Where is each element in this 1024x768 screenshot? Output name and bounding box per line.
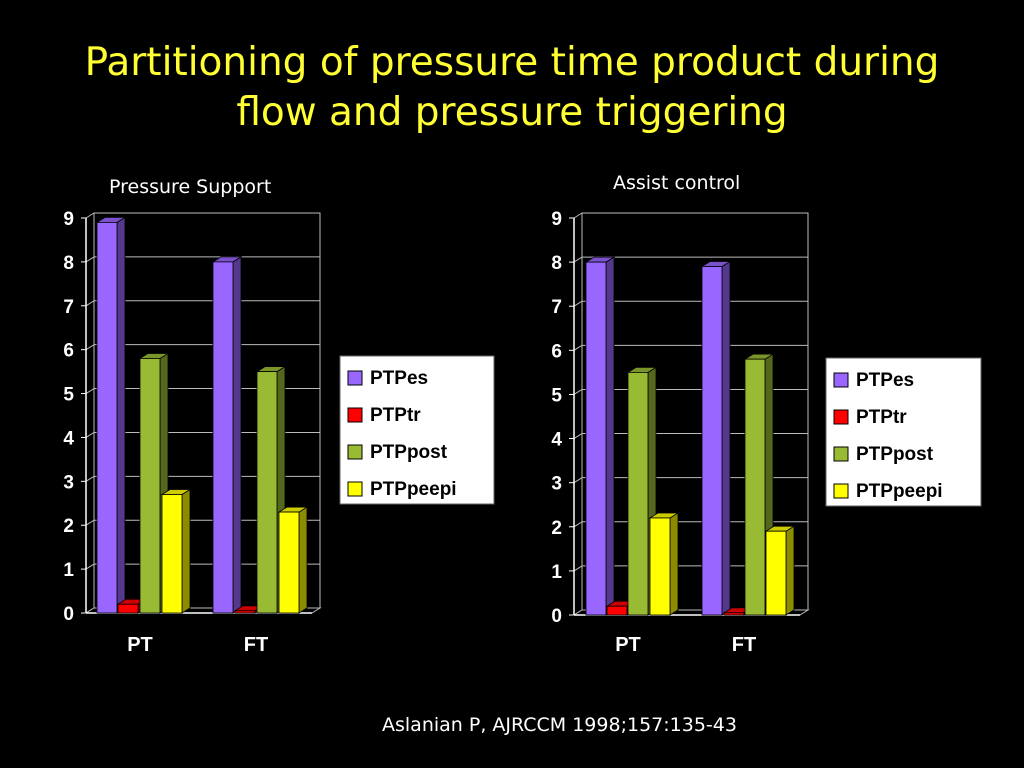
- legend: PTPes PTPtr PTPpost PTPpeepi: [825, 357, 982, 507]
- y-tick-label: 1: [63, 560, 74, 581]
- gridline-diag: [573, 389, 583, 395]
- gridline-diag: [573, 256, 583, 263]
- citation: Aslanian P, AJRCCM 1998;157:135-43: [382, 714, 737, 736]
- chart-1: 0 1 2 3 4 5 6 7 8 9 PT FT PTPes PTPtr PTPpost PTPpeepi: [551, 209, 982, 656]
- y-tick-label: 8: [63, 253, 74, 274]
- gridline-diag: [573, 521, 583, 528]
- legend-entry: PTPpeepi: [856, 481, 943, 502]
- bar-ptppeepi-pt: [160, 488, 192, 614]
- gridline-diag: [573, 344, 583, 351]
- legend-entry: PTPpost: [856, 444, 934, 465]
- bar-ptpes-pt: [95, 216, 127, 614]
- bar-ptpes-ft: [700, 260, 732, 616]
- y-tick-label: 4: [551, 430, 562, 451]
- y-tick-label: 6: [551, 341, 562, 362]
- y-tick-label: 7: [63, 297, 74, 318]
- gridline-diag: [573, 433, 583, 439]
- legend-entry: PTPpost: [370, 442, 448, 463]
- y-tick-label: 3: [63, 472, 74, 493]
- y-tick-label: 4: [63, 428, 74, 449]
- bar-ptpes-ft: [211, 256, 243, 614]
- gridline-diag: [85, 563, 95, 570]
- gridline-diag: [85, 256, 95, 263]
- chart-title-pressure-support: Pressure Support: [109, 176, 272, 198]
- chart-0: 0 1 2 3 4 5 6 7 8 9 PT FT PTPes PTPtr PTPpost PTPpeepi: [63, 209, 495, 656]
- legend: PTPes PTPtr PTPpost PTPpeepi: [339, 355, 495, 505]
- y-tick-label: 6: [63, 341, 74, 362]
- gridline-diag: [85, 475, 95, 482]
- x-category-label: FT: [244, 634, 268, 656]
- gridline-diag: [573, 565, 583, 572]
- y-tick-label: 2: [551, 518, 562, 539]
- legend-entry: PTPes: [856, 370, 914, 391]
- y-tick-label: 0: [63, 604, 74, 625]
- y-tick-label: 3: [551, 474, 562, 495]
- legend-swatch: [347, 407, 363, 423]
- slide-title: Partitioning of pressure time product du…: [0, 38, 1024, 138]
- gridline-diag: [573, 300, 583, 307]
- legend-entry: PTPtr: [370, 405, 421, 426]
- bar-ptppeepi-ft: [764, 525, 796, 616]
- gridline-diag: [85, 344, 95, 351]
- legend-swatch: [347, 444, 363, 460]
- y-tick-label: 5: [63, 385, 74, 406]
- gridline-diag: [85, 212, 95, 219]
- legend-swatch: [347, 481, 363, 497]
- bar-ptpes-pt: [584, 256, 616, 616]
- y-tick-label: 2: [63, 516, 74, 537]
- gridline-diag: [85, 388, 95, 394]
- gridline-diag: [573, 212, 583, 219]
- gridline-diag: [85, 300, 95, 307]
- x-category-label: FT: [732, 634, 756, 656]
- y-tick-label: 5: [551, 385, 562, 406]
- y-tick-label: 9: [551, 209, 562, 230]
- legend-swatch: [833, 409, 849, 425]
- y-tick-label: 9: [63, 209, 74, 230]
- legend-swatch: [347, 370, 363, 386]
- legend-entry: PTPes: [370, 368, 428, 389]
- gridline-diag: [85, 519, 95, 526]
- y-tick-label: 1: [551, 562, 562, 583]
- bar-ptppeepi-pt: [648, 512, 680, 616]
- y-tick-label: 8: [551, 253, 562, 274]
- legend-swatch: [833, 483, 849, 499]
- slide-title-line-1: Partitioning of pressure time product du…: [84, 40, 940, 85]
- y-tick-label: 7: [551, 297, 562, 318]
- bar-ptppeepi-ft: [277, 506, 309, 614]
- legend-entry: PTPpeepi: [370, 479, 457, 500]
- x-category-label: PT: [127, 634, 153, 656]
- slide-title-line-2: flow and pressure triggering: [236, 90, 788, 135]
- x-category-label: PT: [615, 634, 641, 656]
- gridline-diag: [85, 432, 95, 438]
- legend-entry: PTPtr: [856, 407, 907, 428]
- y-tick-label: 0: [551, 606, 562, 627]
- chart-title-assist-control: Assist control: [613, 172, 741, 194]
- legend-swatch: [833, 446, 849, 462]
- legend-swatch: [833, 372, 849, 388]
- gridline-diag: [573, 477, 583, 484]
